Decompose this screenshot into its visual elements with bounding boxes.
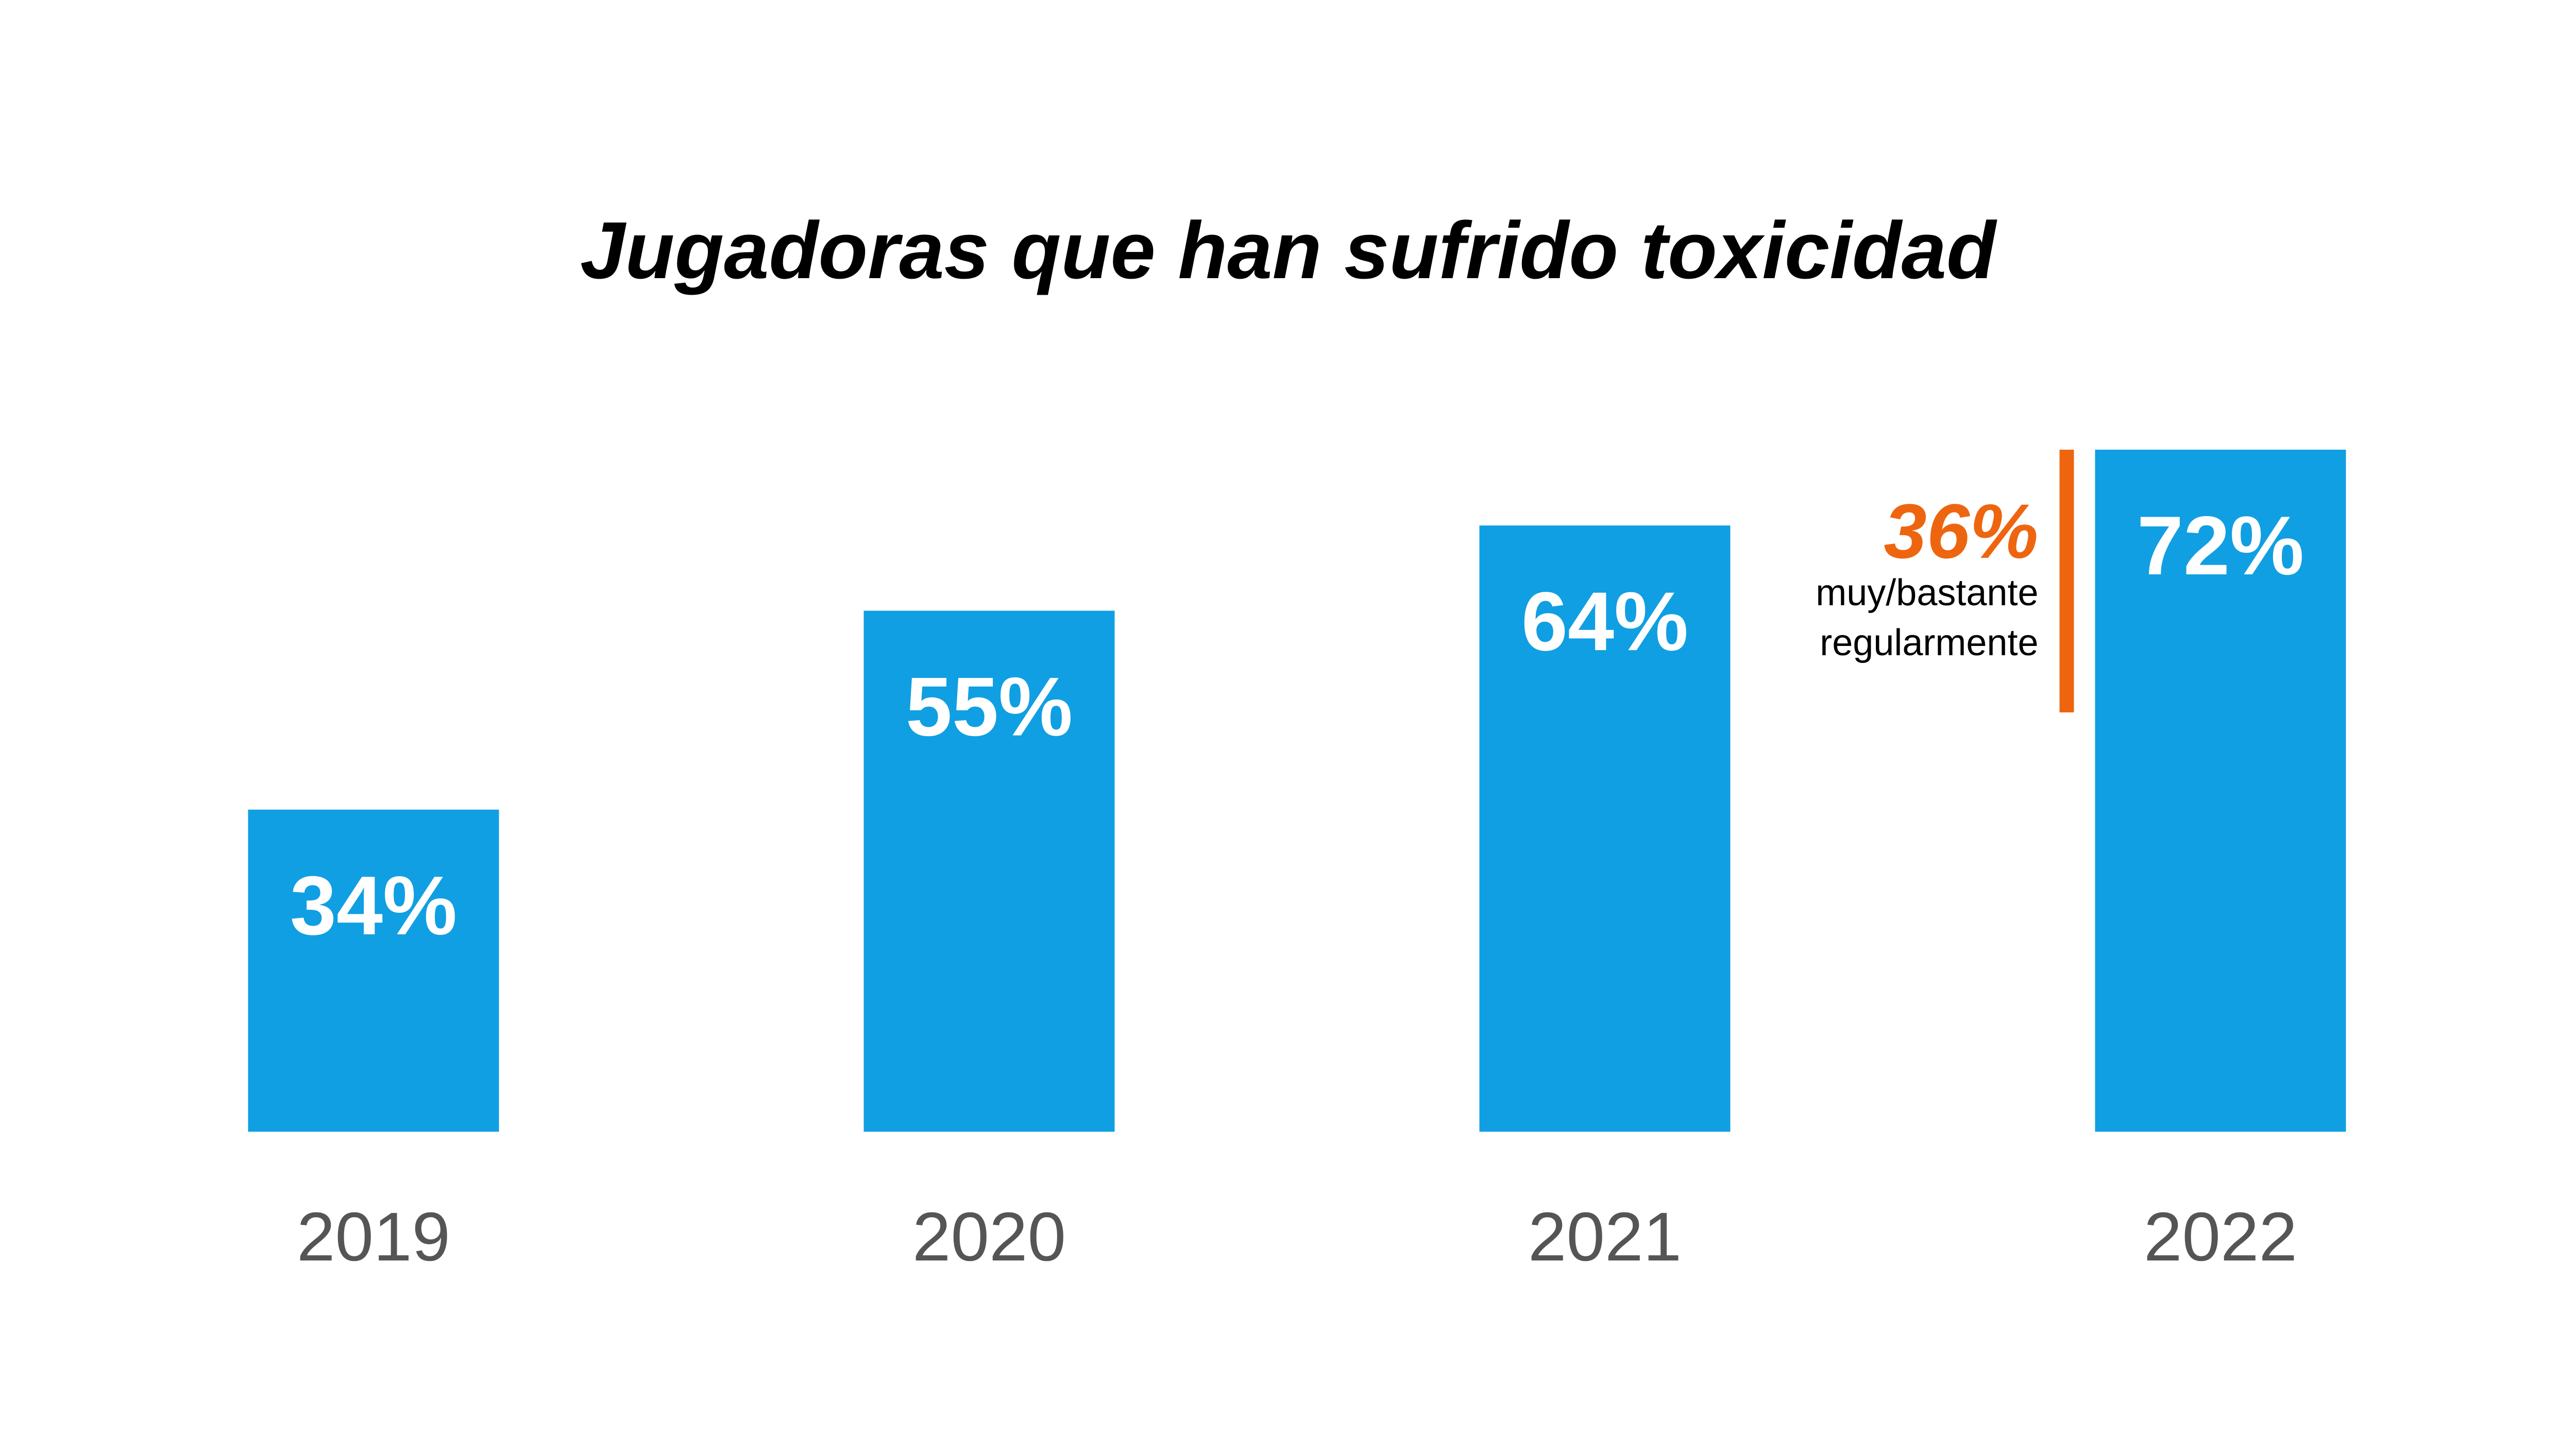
x-tick-label-2019: 2019 [297,1199,450,1275]
bar-2021 [1479,525,1731,1132]
x-tick-label-2021: 2021 [1528,1199,1682,1275]
x-tick-label-2020: 2020 [912,1199,1066,1275]
bar-2019 [248,809,499,1132]
annotation-text-line-1: muy/bastante [1816,572,2038,613]
chart-title: Jugadoras que han sufrido toxicidad [580,206,1997,296]
bar-2020 [863,610,1115,1132]
bar-value-label-2021: 64% [1521,575,1688,668]
x-tick-label-2022: 2022 [2144,1199,2297,1275]
bar-value-label-2019: 34% [290,859,457,952]
bar-2022 [2095,450,2346,1132]
annotation-group: 36%muy/bastante regularmente [1816,450,2074,712]
annotation-value: 36% [1884,488,2038,574]
bar-value-label-2022: 72% [2137,499,2304,592]
annotation-text-line-2: regularmente [1820,622,2038,663]
bars-group: 34% 2019 55% 2020 64% 2021 72% 2022 [248,450,2346,1275]
bar-value-label-2020: 55% [906,660,1073,754]
annotation-bracket-line [2059,450,2074,712]
